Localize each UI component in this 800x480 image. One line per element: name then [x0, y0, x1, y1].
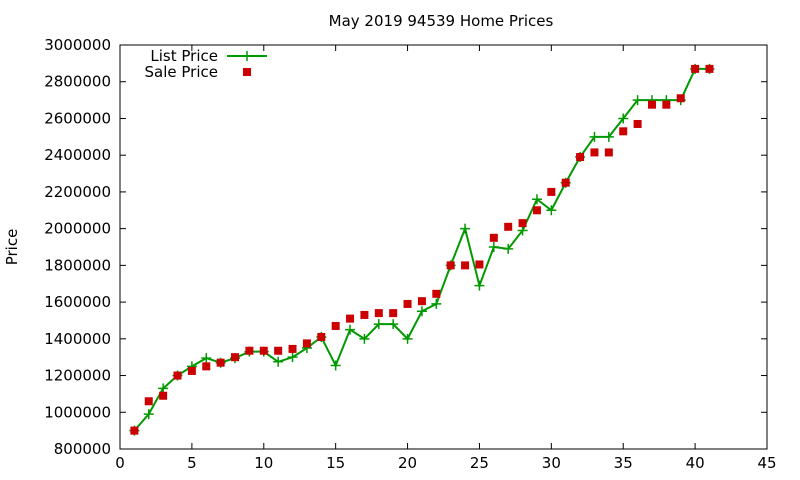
list-price-point	[158, 383, 169, 394]
legend-label: Sale Price	[145, 63, 218, 81]
list-price-point	[460, 223, 471, 234]
x-tick-label: 45	[757, 454, 776, 472]
y-axis-label: Price	[3, 229, 21, 266]
list-price-point	[474, 280, 485, 291]
list-price-point	[345, 324, 356, 335]
sale-price-point	[245, 346, 254, 355]
sale-price-point	[504, 222, 513, 231]
sale-price-point	[461, 261, 470, 270]
sale-price-point	[619, 127, 628, 136]
list-price-point	[618, 113, 629, 124]
sale-price-point	[274, 346, 283, 355]
y-tick-label: 2800000	[44, 73, 111, 91]
sale-price-point	[187, 366, 196, 375]
list-price-point	[330, 360, 341, 371]
list-price-point	[359, 333, 370, 344]
x-tick-label: 40	[686, 454, 705, 472]
sale-price-point	[489, 233, 498, 242]
list-price-point	[632, 95, 643, 106]
x-tick-label: 35	[614, 454, 633, 472]
sale-price-point	[231, 353, 240, 362]
axes: 0 5 10 15 20 25 30 35 40 45 800000 1000000 1200000 14…	[44, 36, 776, 472]
list-price-point	[287, 352, 298, 363]
sale-price-point	[561, 178, 570, 187]
sale-price-point	[662, 100, 671, 109]
sale-price-point	[202, 362, 211, 371]
sale-price-point	[216, 358, 225, 367]
sale-price-point	[302, 339, 311, 348]
sale-price-point	[432, 289, 441, 298]
y-tick-label: 1800000	[44, 256, 111, 274]
x-tick-label: 0	[115, 454, 125, 472]
sale-price-point	[547, 187, 556, 196]
chart-title: May 2019 94539 Home Prices	[329, 12, 554, 30]
list-price-point	[546, 205, 557, 216]
sale-price-point	[144, 397, 153, 406]
y-tick-label: 2000000	[44, 220, 111, 238]
list-price-point	[373, 319, 384, 330]
list-price-point	[431, 298, 442, 309]
sale-price-point	[403, 299, 412, 308]
sale-price-point	[532, 206, 541, 215]
list-price-point	[503, 243, 514, 254]
x-tick-label: 15	[326, 454, 345, 472]
list-price-point	[143, 409, 154, 420]
y-tick-label: 2400000	[44, 146, 111, 164]
x-tick-label: 10	[254, 454, 273, 472]
y-tick-label: 1400000	[44, 330, 111, 348]
sale-price-point	[691, 64, 700, 73]
sale-price-point	[317, 332, 326, 341]
sale-price-point	[576, 153, 585, 162]
list-price-point	[603, 131, 614, 142]
list-price-point	[273, 356, 284, 367]
sale-price-point	[288, 344, 297, 353]
sale-price-point	[590, 148, 599, 157]
y-tick-label: 3000000	[44, 36, 111, 54]
plot-area	[129, 63, 715, 436]
sale-price-point	[518, 219, 527, 228]
y-tick-label: 800000	[54, 440, 111, 458]
y-tick-label: 1000000	[44, 403, 111, 421]
sale-price-point	[676, 94, 685, 103]
list-price-point	[517, 225, 528, 236]
y-tick-label: 1200000	[44, 367, 111, 385]
x-tick-label: 30	[542, 454, 561, 472]
sale-price-point	[360, 310, 369, 319]
y-tick-label: 2200000	[44, 183, 111, 201]
sale-price-point	[130, 426, 139, 435]
list-price-point	[416, 306, 427, 317]
sale-price-point	[346, 314, 355, 323]
sale-price-point	[417, 297, 426, 306]
x-tick-label: 25	[470, 454, 489, 472]
list-price-point	[589, 131, 600, 142]
y-tick-label: 2600000	[44, 109, 111, 127]
legend-square-swatch	[243, 68, 251, 76]
sale-price-point	[647, 100, 656, 109]
y-tick-label: 1600000	[44, 293, 111, 311]
sale-price-point	[173, 371, 182, 380]
sale-price-point	[389, 309, 398, 318]
x-tick-label: 20	[398, 454, 417, 472]
sale-price-point	[604, 148, 613, 157]
sale-price-point	[705, 64, 714, 73]
list-price-point	[201, 353, 212, 364]
sale-price-point	[475, 260, 484, 269]
plot-border	[119, 44, 768, 450]
sale-price-point	[159, 391, 168, 400]
sale-price-point	[331, 321, 340, 330]
sale-price-point	[633, 119, 642, 128]
list-price-point	[402, 333, 413, 344]
x-tick-label: 5	[187, 454, 197, 472]
sale-price-point	[446, 261, 455, 270]
sale-price-point	[259, 346, 268, 355]
list-price-point	[388, 319, 399, 330]
legend-plus-swatch	[242, 51, 252, 61]
list-price-point	[531, 194, 542, 205]
sale-price-point	[374, 309, 383, 318]
legend-label: List Price	[150, 47, 218, 65]
list-price-point	[488, 242, 499, 252]
